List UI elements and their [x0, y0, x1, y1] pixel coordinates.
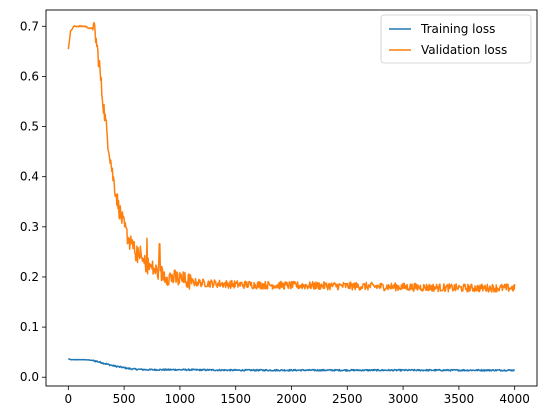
- legend: Training loss Validation loss: [380, 14, 532, 64]
- legend-box: [380, 14, 532, 64]
- y-tick-label: 0.4: [20, 170, 39, 184]
- x-tick-label: 2500: [332, 392, 363, 406]
- legend-label-0: Training loss: [420, 22, 495, 36]
- x-tick-label: 1500: [220, 392, 251, 406]
- x-tick-label: 3000: [388, 392, 419, 406]
- axes-frame: [45, 9, 538, 387]
- y-axis-ticks: 0.0 0.1 0.2 0.3 0.4 0.5 0.6 0.7: [20, 19, 46, 384]
- x-tick-label: 500: [113, 392, 136, 406]
- x-tick-label: 3500: [444, 392, 475, 406]
- y-tick-label: 0.7: [20, 19, 39, 33]
- y-tick-label: 0.5: [20, 120, 39, 134]
- y-tick-label: 0.1: [20, 320, 39, 334]
- x-axis-ticks: 0 500 1000 1500 2000 2500 3000 3500 4000: [64, 386, 530, 406]
- y-tick-label: 0.3: [20, 220, 39, 234]
- x-tick-label: 2000: [276, 392, 307, 406]
- y-tick-label: 0.2: [20, 270, 39, 284]
- x-tick-label: 0: [64, 392, 72, 406]
- y-tick-label: 0.0: [20, 370, 39, 384]
- x-tick-label: 4000: [499, 392, 530, 406]
- x-tick-label: 1000: [165, 392, 196, 406]
- series-line-1: [67, 21, 516, 293]
- series-line-0: [67, 357, 515, 372]
- series-lines: [67, 21, 516, 372]
- legend-label-1: Validation loss: [421, 43, 507, 57]
- y-tick-label: 0.6: [20, 69, 39, 83]
